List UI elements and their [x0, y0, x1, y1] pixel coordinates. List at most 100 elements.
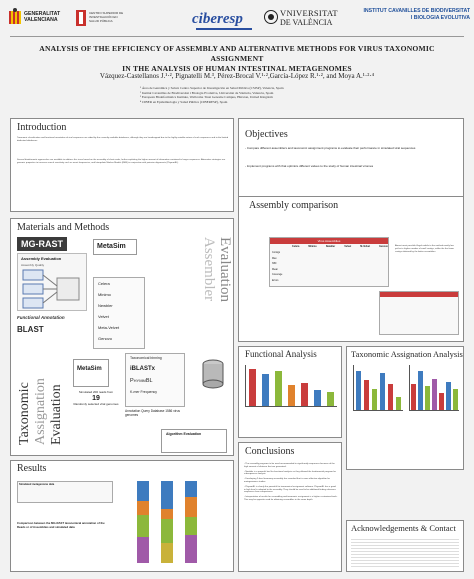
- csic-emblem-icon: [76, 10, 86, 26]
- affiliation-1: ¹ Área de Genómica y Salud. Centro Super…: [140, 86, 284, 90]
- conclusion-2: - Newbler is a powerful tool for functio…: [244, 470, 336, 476]
- col-m-velvet: M-Velvet: [360, 245, 370, 248]
- functional-bar-5: [300, 382, 309, 406]
- title-line2: IN THE ANALYSIS OF HUMAN INTESTINAL META…: [122, 64, 352, 73]
- functional-bar-6: [313, 390, 322, 406]
- ciberesp-text: ciberesp: [192, 11, 243, 27]
- blast-label: BLAST: [17, 325, 44, 334]
- conclusions-title: Conclusions: [245, 446, 295, 457]
- icbe-logo-line2: I BIOLOGIA EVOLUTIVA: [410, 15, 470, 21]
- genomes-count: 19: [92, 394, 100, 402]
- objective-1: - Compare different assemblers and taxon…: [245, 146, 416, 150]
- results-comparison-text: Comparison between the MG-RAST taxonomic…: [17, 521, 105, 529]
- assembler-newbler: Newbler: [98, 303, 113, 308]
- csic-logo-line1: CENTRO SUPERIOR DE: [89, 11, 124, 15]
- affiliations: ¹ Área de Genómica y Salud. Centro Super…: [140, 86, 440, 104]
- simulated-reads-label: Simulated 200 reads from: [78, 390, 114, 394]
- col-newbler: Newbler: [325, 245, 336, 248]
- universitat-valencia-logo: VNIVERSITAT DE VALÈNCIA: [264, 4, 340, 32]
- conclusion-3: - Developing 2-level taxonomy assembly h…: [244, 478, 330, 483]
- results-title: Results: [17, 463, 47, 474]
- affiliation-2: ² Institut Cavanilles de Biodiversitat i…: [140, 90, 274, 95]
- taxonomic-2-bar-2: [418, 371, 423, 410]
- row-coverage: Coverage: [272, 273, 283, 277]
- assembler-velvet: Velvet: [98, 314, 109, 319]
- acknowledgements-section: Acknowledgements & Contact: [346, 520, 464, 572]
- header-divider: [10, 36, 464, 37]
- uv-logo-line1: VNIVERSITAT: [280, 8, 338, 18]
- assembler-evaluation-side-label: Assembler Evaluation: [187, 231, 235, 351]
- taxonomic-assignation-side-label: Taxonomic Assignation Evaluation: [17, 349, 69, 449]
- objective-2: - Implement programs with that optimize …: [245, 164, 374, 168]
- taxonomic-2-bar-6: [446, 382, 451, 410]
- side-label-assignation: Assignation: [33, 378, 48, 445]
- functional-chart: [245, 365, 337, 407]
- csic-logo: CENTRO SUPERIOR DE INVESTIGACIÓN EN SALU…: [76, 6, 146, 30]
- assembly-side-text: Almost most possible illegal mobile to t…: [395, 245, 454, 253]
- metasim-label-bottom: MetaSim: [77, 366, 102, 372]
- conclusions-list: - The assembly programs to be used recom…: [244, 463, 338, 502]
- assembly-comparison-title: Assembly comparison: [249, 200, 339, 211]
- taxonomic-2-bar-3: [425, 386, 430, 410]
- side-label-taxonomic: Taxonomic: [17, 382, 32, 445]
- side-label-evaluation: Evaluation: [217, 237, 233, 302]
- conclusion-4: - PhymmBL is clearly the powerful for ta…: [244, 485, 336, 494]
- results-section: Results Simulated metagenome data Compar…: [10, 460, 234, 572]
- mg-rast-logo: MG-RAST: [17, 237, 67, 251]
- functional-bar-3: [274, 370, 283, 406]
- functional-bar-1: [248, 368, 257, 406]
- acknowledgements-text-block: [351, 537, 459, 567]
- institut-cavanilles-logo: INSTITUT CAVANILLES DE BIODIVERSITAT I B…: [342, 8, 470, 30]
- functional-bar-7: [326, 392, 335, 406]
- taxonomic-2-bar-7: [453, 388, 458, 410]
- assembler-minimo: Minimo: [98, 292, 111, 297]
- csic-logo-line2: INVESTIGACIÓN EN: [89, 14, 118, 19]
- assembly-table: Virus Assemblies Celera Minimo Newbler V…: [269, 237, 389, 287]
- introduction-p1: Taxonomic classification and functional …: [17, 137, 229, 142]
- functional-analysis-title: Functional Analysis: [245, 349, 317, 359]
- taxonomic-1-bar-3: [371, 388, 377, 410]
- metasim-box-top: MetaSim: [93, 239, 137, 255]
- conclusions-section: Conclusions - The assembly programs to b…: [238, 442, 342, 572]
- database-cylinder-icon: [202, 359, 224, 389]
- taxonomic-1-bar-5: [388, 384, 394, 410]
- row-contigs: Contigs: [272, 251, 281, 254]
- taxonomic-assignation-section: Taxonomic Assignation Analysis: [346, 346, 464, 470]
- assembly-table-2: [379, 291, 459, 335]
- uv-logo-line2: DE VALÈNCIA: [280, 18, 333, 27]
- generalitat-valenciana-logo: GENERALITAT VALENCIANA: [8, 6, 68, 30]
- assemblers-list: Celera Minimo Newbler Velvet Meta-Velvet…: [93, 277, 145, 349]
- taxonomic-1-bar-2: [363, 379, 369, 410]
- taxonomic-chart-2: [409, 365, 459, 411]
- bat-emblem-icon: [9, 8, 21, 24]
- results-table: Simulated metagenome data: [17, 481, 113, 503]
- introduction-p2: Several bioinformatic approaches are ava…: [17, 159, 226, 164]
- icbe-logo-line1: INSTITUT CAVANILLES DE BIODIVERSITAT: [363, 8, 470, 14]
- gv-logo-line1: GENERALITAT: [24, 11, 61, 17]
- affiliation-3: ³ European Bioinformatics Institute, Wel…: [140, 95, 273, 100]
- kmer-label: K-mer Frequency: [130, 390, 158, 394]
- annotation-genes-note: Annotation Query Database 1586 virus gen…: [125, 409, 180, 417]
- materials-methods-section: Materials and Methods MG-RAST Assembly E…: [10, 218, 234, 456]
- taxonomic-1-bar-6: [396, 397, 402, 410]
- taxonomic-chart-1: [353, 365, 403, 411]
- functional-bar-2: [261, 374, 270, 406]
- assembly-table-header: Celera Minimo Newbler Velvet M-Velvet Ge…: [292, 245, 388, 248]
- assembly-evaluation-label: Assembly Evaluation: [21, 256, 62, 261]
- algorithm-evaluation-panel: Algorithm Evaluation: [161, 429, 227, 453]
- algorithm-evaluation-label: Algorithm Evaluation: [166, 432, 202, 436]
- phymmbl-label: PhymmBL: [130, 378, 153, 384]
- ciberesp-underline: [196, 28, 252, 30]
- materials-methods-title: Materials and Methods: [17, 222, 110, 233]
- col-genovo: Genovo: [379, 245, 388, 248]
- taxonomic-2-bar-5: [439, 392, 444, 410]
- taxonomical-binning-label: Taxonomical binning: [130, 356, 162, 360]
- side-label-assembler: Assembler: [201, 237, 217, 302]
- assembly-comparison-section: Assembly comparison Virus Assemblies Cel…: [238, 196, 464, 342]
- functional-annotation-label: Functional Annotation: [17, 315, 65, 320]
- assembler-meta-velvet: Meta-Velvet: [98, 325, 120, 330]
- taxonomic-2-bar-4: [432, 379, 437, 410]
- authors: Vázquez-Castellanos J.¹·², Pignatelli M.…: [99, 72, 375, 80]
- functional-bar-4: [287, 384, 296, 406]
